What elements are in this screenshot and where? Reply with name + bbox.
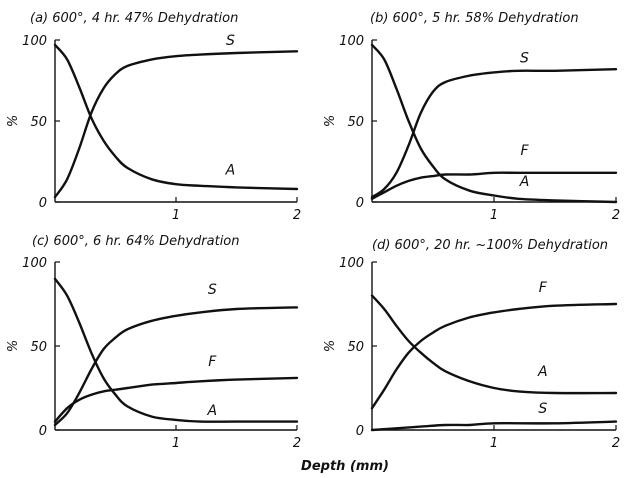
x-tick-label: 1 <box>172 208 180 223</box>
panel-title: (c) 600°, 6 hr. 64% Dehydration <box>32 234 240 249</box>
series-label-A: A <box>519 174 530 190</box>
series-label-F: F <box>208 354 217 370</box>
series-line-S <box>370 68 618 199</box>
x-tick-label: 1 <box>172 436 180 451</box>
y-tick-label: 50 <box>347 340 364 355</box>
x-tick-label: 2 <box>612 436 620 451</box>
series-label-F: F <box>520 143 529 159</box>
y-axis-label: % <box>323 115 338 127</box>
series-line-F <box>53 376 299 423</box>
y-tick-label: 100 <box>22 256 47 271</box>
x-tick-label: 1 <box>490 208 498 223</box>
series-label-S: S <box>538 401 547 417</box>
series-line-A <box>53 277 299 423</box>
panel-d: (d) 600°, 20 hr. ~100% Dehydration 0 50 100… <box>323 238 620 451</box>
panel-title: (d) 600°, 20 hr. ~100% Dehydration <box>372 238 608 253</box>
panel-c: (c) 600°, 6 hr. 64% Dehydration 0 50 100 1 2%… <box>6 234 301 451</box>
x-tick-label: 1 <box>490 436 498 451</box>
y-tick-label: 100 <box>339 256 364 271</box>
x-tick-label: 2 <box>293 208 301 223</box>
y-tick-label: 0 <box>356 424 364 439</box>
x-tick-label: 2 <box>612 208 620 223</box>
series-label-A: A <box>537 364 548 380</box>
x-axis-label: Depth (mm) <box>301 459 389 474</box>
panel-title: (a) 600°, 4 hr. 47% Dehydration <box>30 11 238 26</box>
y-axis-label: % <box>6 340 21 352</box>
y-tick-label: 0 <box>39 196 47 211</box>
series-label-S: S <box>520 51 529 67</box>
y-axis-label: % <box>6 115 21 127</box>
series-line-F <box>370 171 618 200</box>
series-label-A: A <box>225 162 236 178</box>
series-line-S <box>53 306 299 427</box>
series-line-S <box>370 420 618 432</box>
panel-title: (b) 600°, 5 hr. 58% Dehydration <box>370 11 579 26</box>
y-tick-label: 0 <box>356 196 364 211</box>
panel-a: (a) 600°, 4 hr. 47% Dehydration 0 50 100 1 2%… <box>6 11 301 223</box>
series-line-F <box>370 302 618 410</box>
series-line-A <box>370 294 618 395</box>
y-tick-label: 100 <box>339 34 364 49</box>
series-label-S: S <box>226 33 235 49</box>
series-line-A <box>53 43 299 191</box>
x-tick-label: 2 <box>293 436 301 451</box>
y-tick-label: 100 <box>22 34 47 49</box>
y-tick-label: 0 <box>39 424 47 439</box>
panel-b: (b) 600°, 5 hr. 58% Dehydration 0 50 100 1 2%… <box>323 11 620 223</box>
y-axis-label: % <box>323 340 338 352</box>
series-line-S <box>53 50 299 199</box>
series-label-F: F <box>539 280 548 296</box>
series-label-A: A <box>207 403 218 419</box>
series-line-A <box>370 43 618 204</box>
y-tick-label: 50 <box>30 115 47 130</box>
y-tick-label: 50 <box>347 115 364 130</box>
series-label-S: S <box>208 282 217 298</box>
y-tick-label: 50 <box>30 340 47 355</box>
